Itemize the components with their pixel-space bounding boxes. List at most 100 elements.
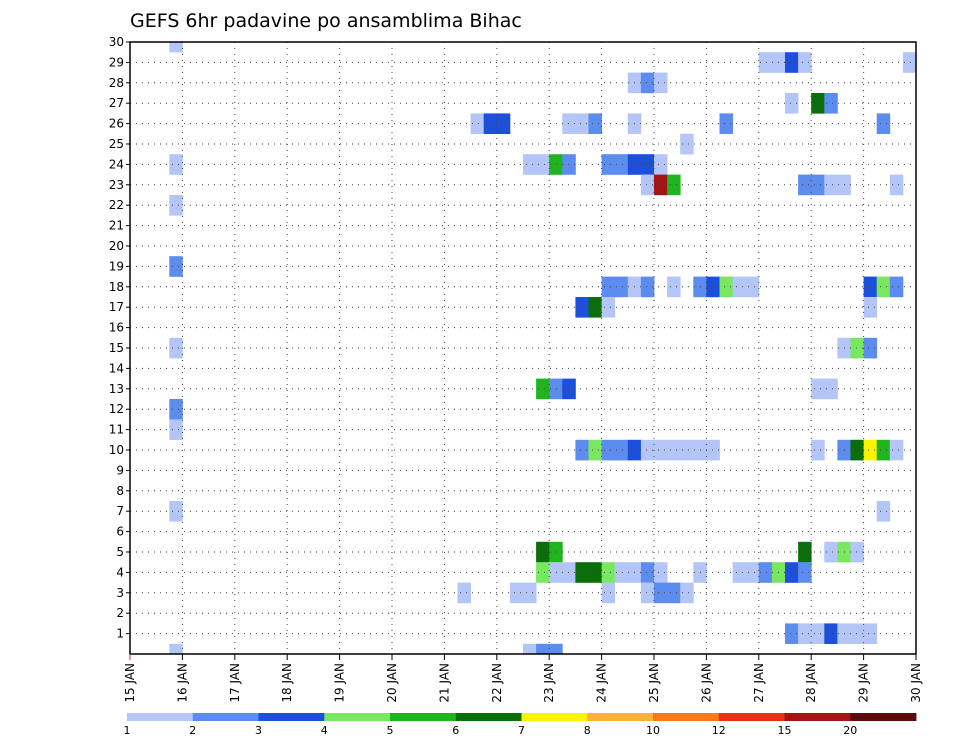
y-tick-label: 18: [109, 280, 124, 294]
precip-cell: [601, 439, 616, 461]
precip-cell: [667, 174, 681, 196]
x-tick-label: 23 JAN: [542, 663, 556, 703]
precip-cell: [640, 439, 655, 461]
precip-cell: [785, 623, 799, 644]
y-tick-label: 17: [109, 300, 124, 314]
precip-cell: [876, 113, 891, 134]
legend-swatch: [192, 713, 259, 721]
y-tick-label: 11: [109, 423, 124, 437]
precip-cell: [523, 582, 537, 604]
precip-cell: [562, 154, 576, 175]
precip-cell: [523, 643, 537, 655]
precip-cell: [889, 439, 904, 461]
x-tick-label: 22 JAN: [490, 663, 504, 703]
legend-label: 1: [124, 724, 131, 737]
precip-cell: [680, 582, 694, 604]
x-axis: 15 JAN 16 JAN 17 JAN 18 JAN 19 JAN 20 JAN 21 J…: [123, 654, 923, 703]
precip-cell: [680, 439, 694, 461]
y-tick-label: 10: [109, 443, 124, 457]
precip-cell: [588, 297, 602, 318]
x-tick-label: 29 JAN: [857, 663, 871, 703]
precip-cell: [588, 113, 602, 134]
x-tick-label: 30 JAN: [909, 663, 923, 703]
y-tick-label: 8: [116, 484, 124, 498]
precip-cell: [654, 562, 668, 583]
legend-swatch: [455, 713, 522, 721]
precip-cell: [758, 52, 773, 73]
precip-cell: [536, 643, 550, 655]
legend-label: 5: [387, 724, 394, 737]
precip-cell: [496, 113, 511, 134]
y-tick-label: 15: [109, 341, 124, 355]
precip-cell: [640, 276, 655, 298]
precip-cell: [667, 582, 681, 604]
precip-cell: [850, 337, 864, 359]
precip-cell: [169, 501, 183, 522]
precip-cell: [863, 297, 878, 318]
legend-label: 6: [452, 724, 459, 737]
legend-label: 7: [518, 724, 525, 737]
precip-cell: [850, 623, 864, 644]
x-tick-label: 20 JAN: [385, 663, 399, 703]
y-tick-label: 25: [109, 137, 124, 151]
precip-cell: [169, 419, 183, 440]
x-tick-label: 24 JAN: [595, 663, 609, 703]
x-tick-label: 15 JAN: [123, 663, 137, 703]
legend-swatch: [521, 713, 588, 721]
precip-cell: [706, 276, 720, 298]
legend-swatch: [653, 713, 720, 721]
y-tick-label: 29: [109, 55, 124, 69]
x-tick-label: 26 JAN: [699, 663, 713, 703]
legend-swatch: [390, 713, 457, 721]
y-tick-label: 5: [116, 545, 124, 559]
precip-cell: [824, 541, 838, 563]
y-tick-label: 30: [109, 35, 124, 49]
y-tick-label: 16: [109, 321, 124, 335]
precip-cell: [536, 378, 550, 400]
precip-cell: [863, 439, 878, 461]
precip-cell: [640, 154, 655, 175]
precip-cell: [863, 276, 878, 298]
precip-cell: [614, 562, 629, 583]
precip-cell: [719, 113, 733, 134]
legend-label: 20: [843, 724, 857, 737]
precip-cell: [523, 154, 537, 175]
precip-cell: [549, 541, 563, 563]
legend-label: 10: [646, 724, 660, 737]
y-tick-label: 20: [109, 239, 124, 253]
precip-cell: [169, 195, 183, 216]
precip-cell: [640, 562, 655, 583]
y-tick-label: 22: [109, 198, 124, 212]
y-tick-label: 19: [109, 259, 124, 273]
precip-cell: [811, 439, 825, 461]
precip-cell: [745, 276, 760, 298]
precip-cell: [549, 643, 563, 655]
precip-cell: [601, 582, 616, 604]
precip-cell: [811, 623, 825, 644]
precip-cell: [169, 256, 183, 277]
precip-cell: [876, 276, 891, 298]
precip-cell: [640, 174, 655, 196]
y-tick-label: 24: [109, 157, 124, 171]
legend-label: 15: [778, 724, 792, 737]
precip-cell: [798, 52, 812, 73]
precip-cell: [876, 501, 891, 522]
precip-cell: [667, 276, 681, 298]
legend-label: 2: [189, 724, 196, 737]
legend-swatch: [718, 713, 785, 721]
precip-cell: [549, 562, 563, 583]
y-tick-label: 12: [109, 402, 124, 416]
y-tick-label: 4: [116, 565, 124, 579]
y-axis: 1234567891011121314151617181920212223242…: [109, 35, 130, 641]
x-tick-label: 16 JAN: [175, 663, 189, 703]
x-tick-label: 27 JAN: [752, 663, 766, 703]
precip-cell: [732, 276, 747, 298]
precip-cell: [811, 93, 825, 114]
precip-cell: [654, 582, 668, 604]
y-tick-label: 2: [116, 606, 124, 620]
precip-cell: [811, 378, 825, 400]
precip-cell: [732, 562, 747, 583]
precip-cell: [719, 276, 733, 298]
precip-cell: [654, 154, 668, 175]
